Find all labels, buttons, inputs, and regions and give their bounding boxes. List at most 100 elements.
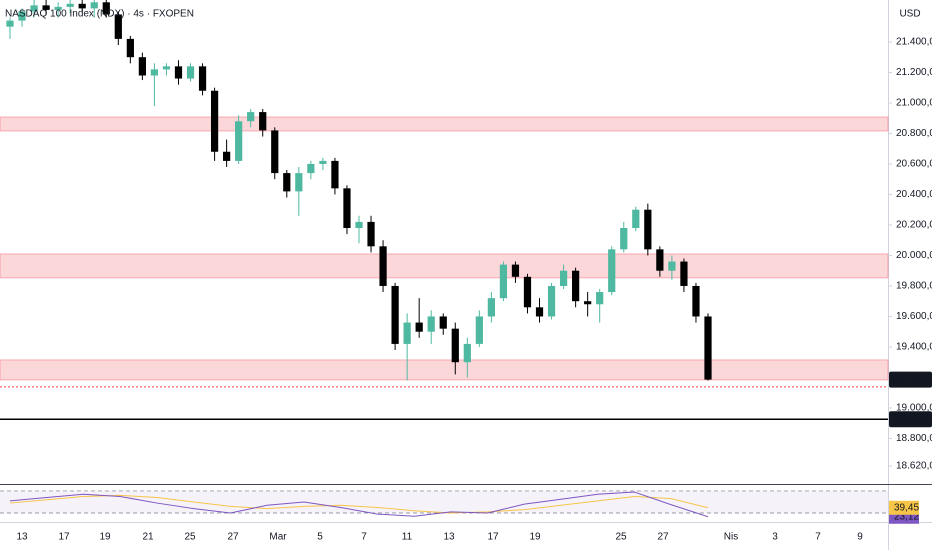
candle-body: [18, 11, 26, 21]
candle-body: [668, 261, 676, 271]
candle-body: [427, 316, 435, 332]
x-tick-label: 3: [772, 532, 778, 543]
candle-body: [644, 209, 652, 250]
candle-body: [138, 57, 146, 76]
x-tick-label: 7: [361, 532, 367, 543]
y-tick-label: 19.400,0: [896, 342, 932, 353]
y-tick-label: 18.800,0: [896, 433, 932, 444]
price-label-box: [889, 411, 932, 428]
candle-body: [126, 38, 134, 58]
candle-body: [403, 322, 411, 344]
candle-body: [379, 246, 387, 286]
candle-body: [487, 298, 495, 317]
price-label: 19.186,0: [893, 374, 932, 385]
x-tick-label: 17: [58, 532, 70, 543]
candle-body: [150, 69, 159, 76]
candle-body: [114, 14, 122, 39]
x-tick-label: 7: [815, 532, 821, 543]
x-tick-label: 25: [615, 532, 627, 543]
x-tick-label: Mar: [269, 532, 287, 543]
candle-body: [620, 228, 628, 250]
candle-body: [367, 221, 375, 247]
y-tick-label: 19.800,0: [896, 281, 932, 292]
y-tick-label: 21.400,0: [896, 37, 932, 48]
candle-body: [355, 221, 363, 229]
zone: [0, 253, 889, 279]
x-tick-label: 27: [227, 532, 239, 543]
y-tick-label: 20.800,0: [896, 128, 932, 139]
x-tick-label: 27: [657, 532, 669, 543]
candle-body: [523, 276, 532, 308]
y-tick-label: 20.600,0: [896, 159, 932, 170]
y-tick-label: 20.000,0: [896, 250, 932, 261]
candle-body: [559, 270, 568, 286]
candle-body: [511, 264, 520, 277]
candle-body: [66, 3, 74, 7]
candle-body: [656, 249, 664, 271]
y-tick-label: 21.000,0: [896, 98, 932, 109]
price-label: 18.926,4: [893, 414, 932, 425]
x-tick-label: 5: [317, 532, 323, 543]
zone: [0, 116, 889, 132]
x-tick-label: 13: [443, 532, 455, 543]
rsi-value-label: 23,12: [894, 511, 919, 522]
x-tick-label: 11: [402, 532, 413, 543]
x-tick-label: 17: [487, 532, 499, 543]
y-tick-label: 19.600,0: [896, 311, 932, 322]
candle-body: [283, 173, 291, 192]
candle-body: [632, 209, 640, 229]
candle-body: [463, 343, 471, 363]
candle-body: [704, 316, 712, 380]
candle-body: [271, 130, 279, 174]
x-tick-label: 19: [99, 532, 111, 543]
candle-body: [174, 66, 183, 79]
y-tick-label: 20.200,0: [896, 220, 932, 231]
candle-body: [307, 163, 315, 174]
candle-body: [331, 160, 339, 189]
candle-body: [319, 160, 327, 164]
candle-body: [42, 5, 50, 10]
chart-title: NASDAQ 100 Index (NDX) · 4s · FXOPEN: [5, 9, 194, 20]
zone: [0, 359, 889, 381]
candle-body: [247, 112, 255, 122]
candle-body: [391, 285, 399, 344]
candle-body: [596, 292, 604, 305]
candle-body: [584, 301, 592, 305]
rsi-line: [9, 494, 709, 514]
candle-body: [162, 66, 171, 70]
candle-body: [572, 270, 580, 302]
candle-body: [547, 285, 556, 317]
candle-body: [186, 66, 195, 79]
x-tick-label: 13: [16, 532, 28, 543]
candle-body: [6, 20, 14, 27]
x-tick-label: Nis: [724, 532, 738, 543]
currency[interactable]: USD: [899, 9, 920, 20]
y-tick-label: 20.400,0: [896, 189, 932, 200]
candle-body: [535, 307, 544, 317]
candle-body: [451, 328, 459, 363]
candle-body: [102, 2, 110, 15]
rsi-band: [0, 490, 888, 513]
candle-body: [259, 112, 267, 131]
candle-body: [30, 5, 38, 12]
candle-body: [90, 2, 98, 9]
x-tick-label: 21: [142, 532, 154, 543]
candle-body: [198, 66, 207, 91]
candle-body: [54, 6, 62, 10]
y-tick-label: 19.000,0: [896, 403, 932, 414]
candle-body: [223, 151, 231, 161]
candle-body: [343, 188, 351, 229]
candle-body: [475, 316, 483, 344]
rsi-line: [9, 491, 709, 518]
rsi-value-label: 39,45: [894, 502, 919, 513]
candle-body: [295, 173, 303, 192]
price-label-box: [889, 371, 932, 388]
x-tick-label: 25: [184, 532, 196, 543]
candle-body: [210, 90, 219, 152]
candle-body: [608, 249, 616, 293]
candle-body: [692, 285, 700, 317]
y-tick-label: 21.200,0: [896, 67, 932, 78]
y-tick-label: 18.620,0: [896, 461, 932, 472]
